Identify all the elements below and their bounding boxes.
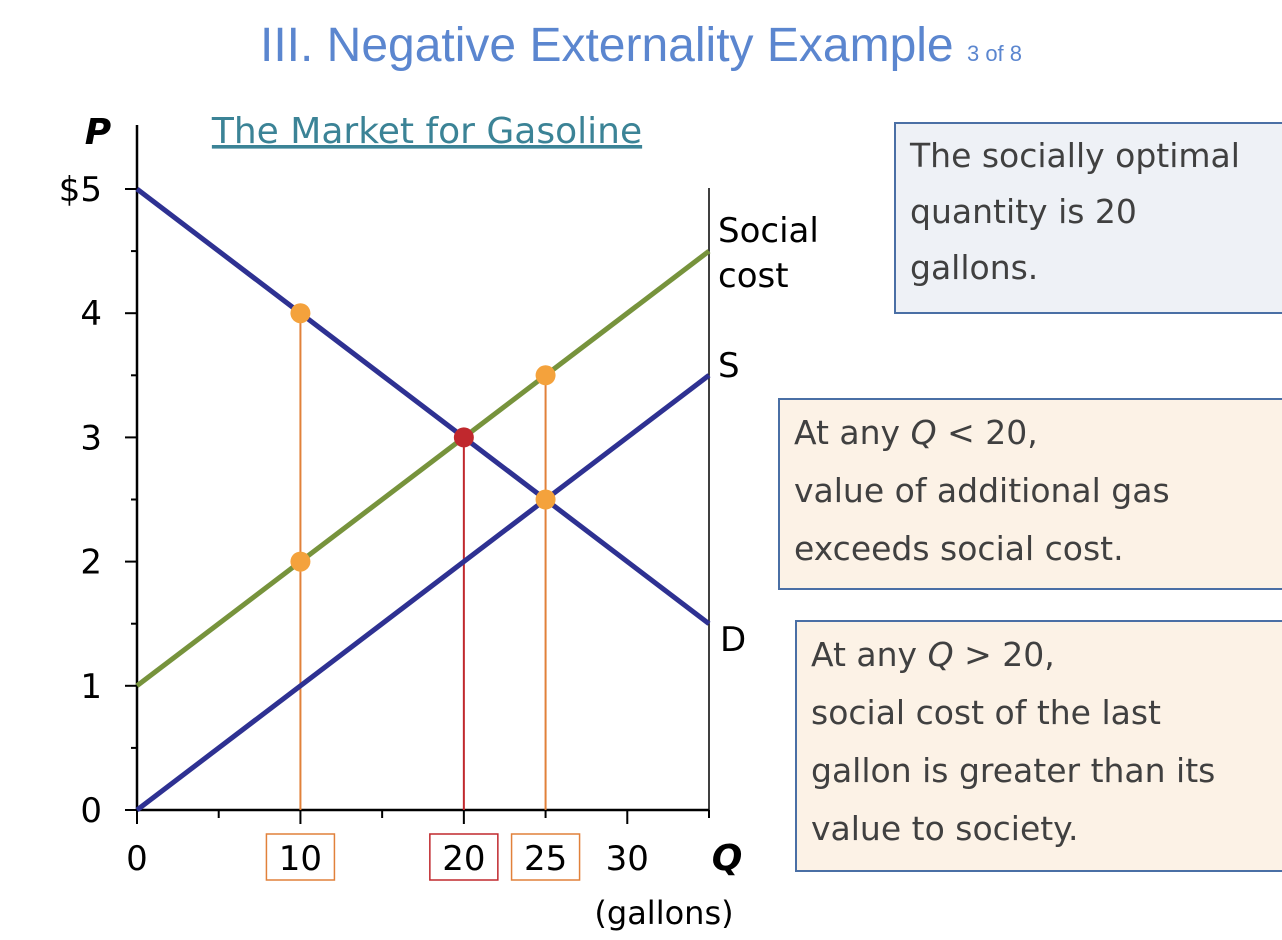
above-line-1: At any Q > 20,: [811, 626, 1279, 684]
above-optimal-callout: At any Q > 20, social cost of the last g…: [795, 620, 1282, 872]
x-tick-label-boxed: 20: [442, 839, 485, 879]
marker-point: [290, 303, 311, 324]
y-tick-label: 3: [80, 418, 102, 458]
below-line-2: value of additional gas: [794, 471, 1170, 510]
series-label-social-cost-2: cost: [718, 256, 789, 296]
y-tick-label: 2: [80, 543, 102, 583]
x-tick-label-boxed: 25: [524, 839, 567, 879]
x-tick-label-boxed: 10: [279, 839, 322, 879]
above-line-1a: At any: [811, 635, 928, 674]
page-indicator: 3 of 8: [966, 41, 1023, 66]
marker-point: [290, 551, 311, 572]
series-line-s: [135, 373, 711, 812]
y-axis-label: P: [85, 112, 111, 153]
slide-title-text: III. Negative Externality Example: [259, 19, 954, 72]
y-tick-label: 1: [80, 667, 102, 707]
above-line-1b: > 20,: [953, 635, 1055, 674]
x-axis-unit: (gallons): [594, 894, 733, 932]
below-line-3: exceeds social cost.: [794, 529, 1124, 568]
x-tick-label: 30: [606, 839, 649, 879]
below-line-1a: At any: [794, 413, 911, 452]
below-line-1b: < 20,: [936, 413, 1038, 452]
x-tick-box-25: [510, 833, 581, 881]
optimal-line-2: quantity is 20: [910, 192, 1137, 231]
series-line-d: [135, 187, 711, 626]
below-line-1: At any Q < 20,: [794, 404, 1282, 462]
below-q: Q: [910, 413, 937, 452]
series-line-social-cost: [135, 249, 711, 688]
below-optimal-callout: At any Q < 20, value of additional gas e…: [778, 398, 1282, 590]
slide-title: III. Negative Externality Example 3 of 8: [0, 18, 1282, 73]
marker-point: [453, 427, 474, 448]
optimal-quantity-callout: The socially optimal quantity is 20 gall…: [894, 122, 1282, 314]
optimal-line-1: The socially optimal: [910, 136, 1240, 175]
marker-point: [535, 489, 556, 510]
y-tick-label: 0: [80, 791, 102, 831]
above-q: Q: [927, 635, 954, 674]
above-line-3: gallon is greater than its: [811, 751, 1216, 790]
x-tick-box-10: [265, 833, 336, 881]
y-tick-label: 4: [80, 294, 102, 334]
optimal-line-3: gallons.: [910, 248, 1039, 287]
x-tick-label: 0: [126, 839, 148, 879]
series-label-social-cost-1: Social: [718, 211, 819, 251]
x-tick-box-20: [429, 833, 499, 881]
y-tick-label: $5: [59, 170, 102, 210]
above-line-4: value to society.: [811, 809, 1079, 848]
series-label-d: D: [720, 620, 746, 660]
chart-title: The Market for Gasoline: [211, 111, 642, 152]
above-line-2: social cost of the last: [811, 693, 1161, 732]
series-label-s: S: [718, 346, 740, 386]
x-axis-label: Q: [712, 838, 743, 879]
marker-point: [535, 365, 556, 386]
